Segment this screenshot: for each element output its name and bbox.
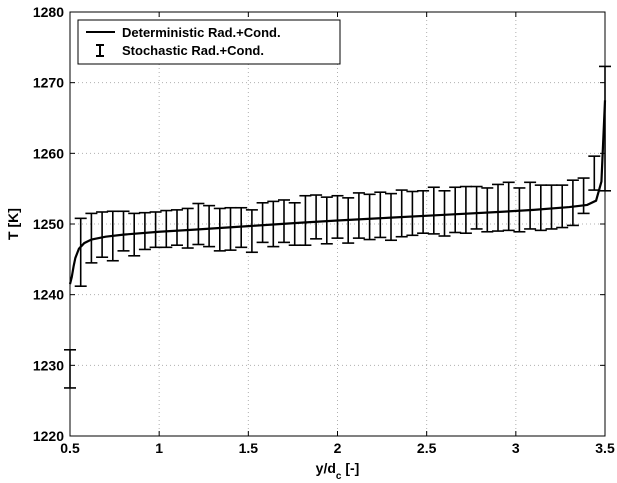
- errorbar: [310, 194, 323, 240]
- y-tick-label: 1240: [33, 287, 64, 303]
- errorbar: [331, 194, 344, 239]
- errorbar: [524, 181, 537, 230]
- errorbar: [577, 177, 590, 215]
- errorbar: [459, 185, 472, 234]
- legend: Deterministic Rad.+Cond. Stochastic Rad.…: [77, 19, 341, 65]
- x-tick-label: 2.5: [417, 440, 437, 456]
- deterministic-line: [68, 100, 607, 285]
- x-axis-label: y/dc [-]: [316, 460, 360, 482]
- errorbar: [545, 184, 558, 230]
- errorbar: [470, 185, 483, 230]
- errorbar: [481, 187, 494, 233]
- errorbar: [492, 183, 504, 232]
- errorbar: [438, 189, 451, 237]
- errorbar: [245, 209, 258, 254]
- y-tick-label: 1270: [33, 75, 64, 91]
- errorbar: [224, 206, 237, 251]
- errorbar: [96, 211, 109, 259]
- series-layer: [64, 65, 611, 389]
- y-tick-label: 1220: [33, 428, 64, 444]
- x-tick-label: 0.5: [60, 440, 80, 456]
- errorbar: [138, 211, 151, 251]
- errorbar: [117, 210, 130, 252]
- y-tick-label: 1230: [33, 357, 64, 373]
- errorbar: [74, 217, 87, 287]
- errorbar: [203, 204, 216, 248]
- errorbar: [278, 199, 290, 244]
- errorbar: [256, 202, 269, 244]
- errorbar: [502, 181, 515, 232]
- errorbar: [427, 186, 440, 235]
- errorbar: [534, 184, 547, 232]
- axis-ticks: 0.5 1 1.5 2 2.5 3 3.5 1220 1230 1240 1250 1260 1270 1…: [33, 4, 615, 456]
- x-axis-label-main: y/d: [316, 460, 336, 476]
- errorbar: [299, 194, 312, 246]
- legend-errorbar-swatch: [96, 44, 104, 57]
- y-tick-label: 1250: [33, 216, 64, 232]
- errorbar: [417, 189, 430, 234]
- errorbar: [406, 190, 419, 237]
- errorbar: [566, 179, 579, 227]
- errorbar: [363, 193, 376, 241]
- errorbar: [213, 207, 226, 252]
- x-tick-label: 1: [155, 440, 163, 456]
- legend-box: [77, 19, 341, 65]
- x-tick-label: 3: [512, 440, 520, 456]
- errorbar: [181, 207, 194, 249]
- errorbar: [449, 186, 462, 234]
- legend-label-stochastic: Stochastic Rad.+Cond.: [122, 43, 264, 58]
- errorbar: [171, 209, 183, 246]
- errorbar: [160, 209, 173, 249]
- legend-label-deterministic: Deterministic Rad.+Cond.: [122, 25, 281, 40]
- x-axis-label-unit: [-]: [341, 460, 359, 476]
- errorbar: [395, 189, 408, 238]
- errorbar: [85, 212, 98, 264]
- x-tick-label: 1.5: [239, 440, 259, 456]
- x-tick-label: 3.5: [595, 440, 615, 456]
- y-axis-label: T [K]: [5, 208, 21, 240]
- x-tick-label: 2: [334, 440, 342, 456]
- errorbar: [352, 192, 365, 239]
- x-axis-label-subscript: c: [336, 471, 342, 482]
- errorbar: [149, 211, 162, 249]
- errorbar: [556, 184, 569, 229]
- y-tick-label: 1280: [33, 4, 64, 20]
- errorbar: [192, 202, 205, 246]
- errorbar: [374, 191, 387, 239]
- y-tick-label: 1260: [33, 145, 64, 161]
